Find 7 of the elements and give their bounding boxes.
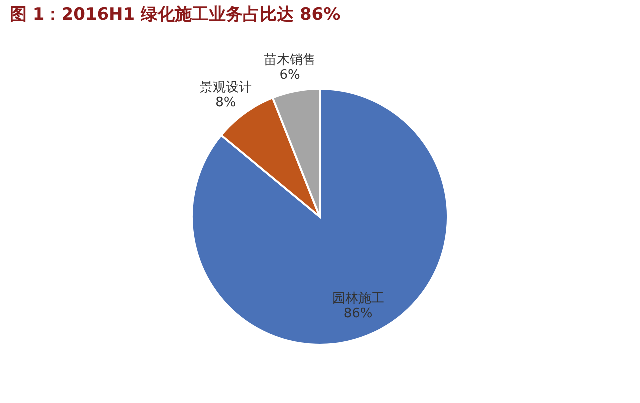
chart-title: 图 1：2016H1 绿化施工业务占比达 86% [10,4,341,25]
data-label: 6% [280,68,300,83]
slice-label: 景观设计 [200,80,252,96]
data-label: 8% [216,96,236,111]
data-label: 86% [344,306,373,322]
slice-label: 园林施工 [332,291,384,306]
slice-label: 苗木销售 [264,52,316,68]
